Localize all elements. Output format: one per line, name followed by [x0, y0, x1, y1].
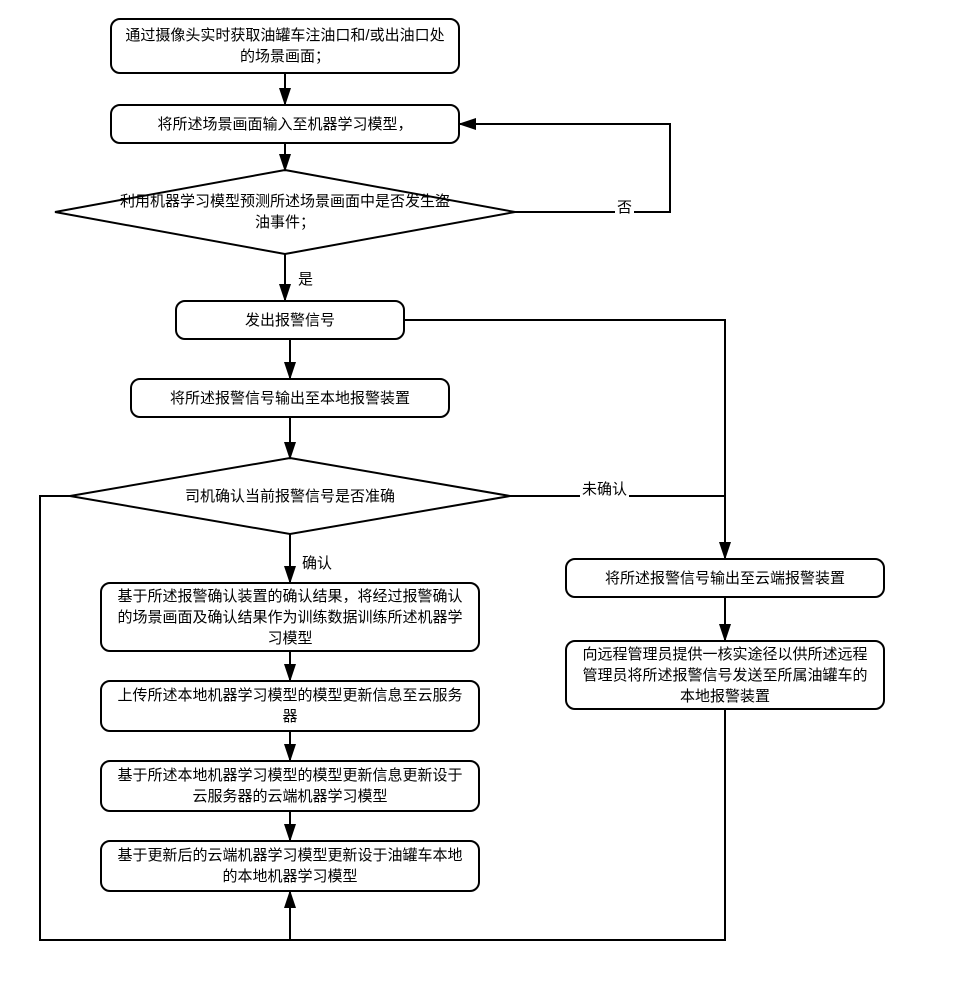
text: 基于所述本地机器学习模型的模型更新信息更新设于云服务器的云端机器学习模型 — [112, 765, 468, 807]
label-yes: 是 — [296, 268, 315, 289]
text: 司机确认当前报警信号是否准确 — [185, 486, 395, 507]
step-retrain: 基于所述报警确认装置的确认结果，将经过报警确认的场景画面及确认结果作为训练数据训… — [100, 582, 480, 652]
edge — [405, 320, 725, 558]
text: 基于更新后的云端机器学习模型更新设于油罐车本地的本地机器学习模型 — [112, 845, 468, 887]
label-confirm: 确认 — [300, 552, 334, 573]
decision-theft-label: 利用机器学习模型预测所述场景画面中是否发生盗油事件； — [115, 190, 455, 234]
text: 通过摄像头实时获取油罐车注油口和/或出油口处的场景画面； — [122, 25, 448, 67]
text: 是 — [298, 271, 313, 288]
decision-confirm-label: 司机确认当前报警信号是否准确 — [140, 486, 440, 506]
step-local-alarm: 将所述报警信号输出至本地报警装置 — [130, 378, 450, 418]
step-input-model: 将所述场景画面输入至机器学习模型， — [110, 104, 460, 144]
text: 未确认 — [582, 481, 627, 498]
text: 将所述报警信号输出至云端报警装置 — [605, 568, 845, 589]
edge-no — [460, 124, 670, 212]
text: 否 — [617, 199, 632, 216]
text: 将所述报警信号输出至本地报警装置 — [170, 388, 410, 409]
step-update-local: 基于更新后的云端机器学习模型更新设于油罐车本地的本地机器学习模型 — [100, 840, 480, 892]
text: 利用机器学习模型预测所述场景画面中是否发生盗油事件； — [115, 191, 455, 233]
text: 将所述场景画面输入至机器学习模型， — [157, 114, 412, 135]
text: 确认 — [302, 555, 332, 572]
step-update-cloud: 基于所述本地机器学习模型的模型更新信息更新设于云服务器的云端机器学习模型 — [100, 760, 480, 812]
text: 发出报警信号 — [245, 310, 335, 331]
step-cloud-alarm: 将所述报警信号输出至云端报警装置 — [565, 558, 885, 598]
text: 向远程管理员提供一核实途径以供所述远程管理员将所述报警信号发送至所属油罐车的本地… — [577, 644, 873, 707]
step-capture-scene: 通过摄像头实时获取油罐车注油口和/或出油口处的场景画面； — [110, 18, 460, 74]
step-remote-admin: 向远程管理员提供一核实途径以供所述远程管理员将所述报警信号发送至所属油罐车的本地… — [565, 640, 885, 710]
label-unconfirm: 未确认 — [580, 478, 629, 499]
label-no: 否 — [615, 196, 634, 217]
step-alarm: 发出报警信号 — [175, 300, 405, 340]
step-upload: 上传所述本地机器学习模型的模型更新信息至云服务器 — [100, 680, 480, 732]
text: 上传所述本地机器学习模型的模型更新信息至云服务器 — [112, 685, 468, 727]
text: 基于所述报警确认装置的确认结果，将经过报警确认的场景画面及确认结果作为训练数据训… — [112, 586, 468, 649]
edge-loop-right — [290, 710, 725, 940]
